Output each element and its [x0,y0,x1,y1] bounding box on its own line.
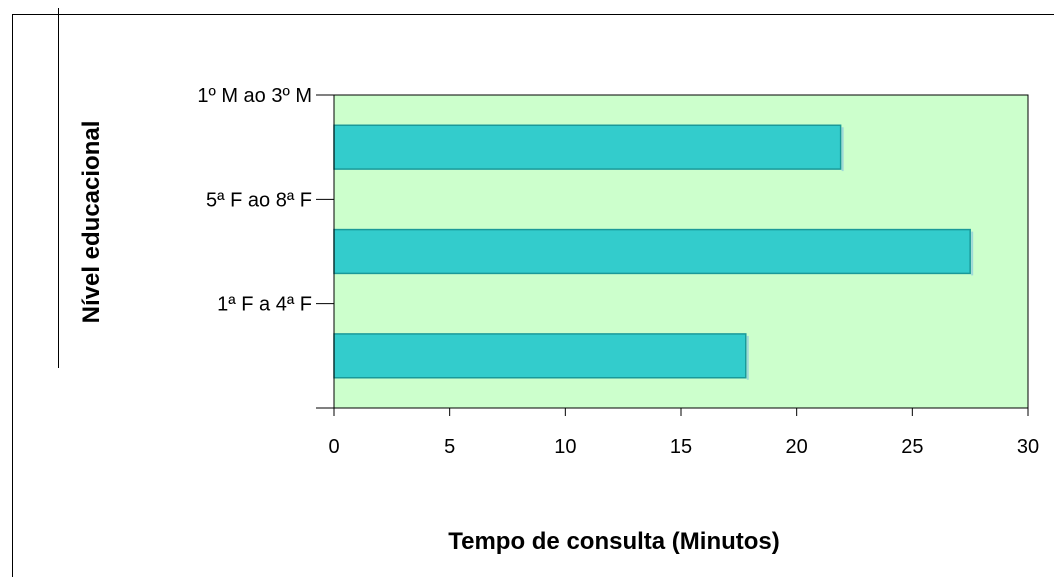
x-tick-label-3: 15 [670,436,692,458]
y-tick-label-0: 1ª F a 4ª F [217,294,312,316]
bar-1 [333,228,971,275]
x-axis-title: Tempo de consulta (Minutos) [448,528,780,555]
x-tick-label-2: 10 [554,436,576,458]
frame-inner-line [58,8,59,368]
x-tick-label-1: 5 [444,436,455,458]
x-tick-label-6: 30 [1017,436,1039,458]
x-axis: 0 5 10 15 20 25 30 [328,407,1039,458]
y-axis-title: Nível educacional [78,121,105,324]
y-tick-label-1: 5ª F ao 8ª F [206,189,312,211]
x-tick-label-0: 0 [328,436,339,458]
x-tick-label-5: 25 [901,436,923,458]
x-tick-label-4: 20 [786,436,808,458]
bar-2 [333,124,842,170]
y-axis: 1ª F a 4ª F 5ª F ao 8ª F 1º M ao 3º M [197,85,335,409]
chart-frame [12,14,1054,577]
y-tick-label-2: 1º M ao 3º M [197,85,312,107]
bar-0 [333,333,747,379]
